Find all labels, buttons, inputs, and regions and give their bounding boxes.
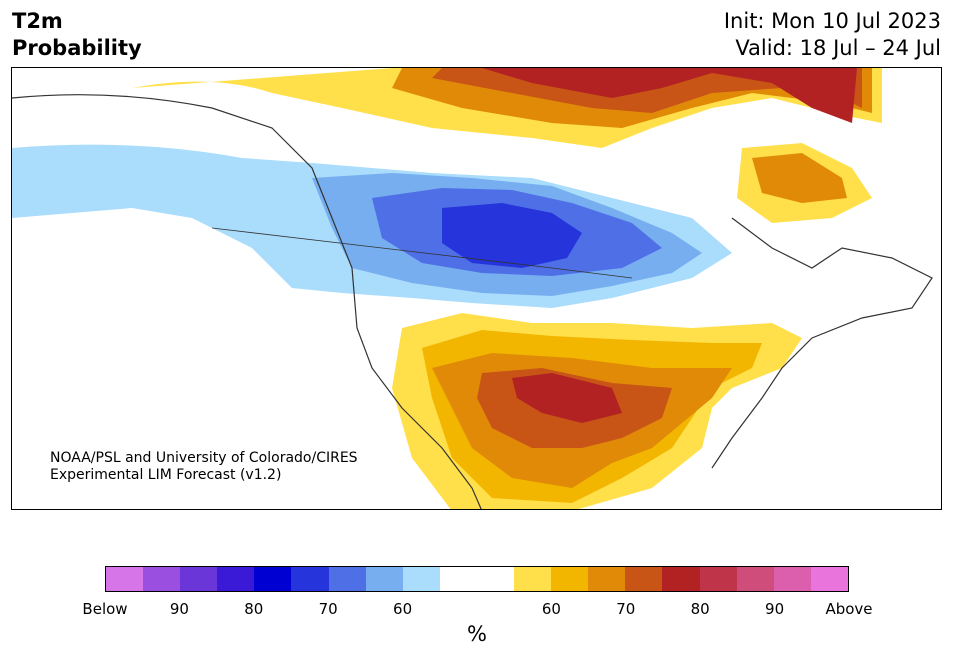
colorbar-segment (625, 567, 663, 591)
colorbar-tick-label: 90 (169, 600, 189, 618)
colorbar-segment (217, 567, 255, 591)
colorbar-segment (588, 567, 626, 591)
below-region-90 (442, 203, 582, 268)
map-credit: NOAA/PSL and University of Colorado/CIRE… (50, 450, 358, 484)
colorbar-segment (736, 567, 774, 591)
colorbar-segment (476, 567, 515, 591)
credit-line-2: Experimental LIM Forecast (v1.2) (50, 467, 282, 483)
colorbar-tick-label: 70 (616, 600, 636, 618)
colorbar-segment (551, 567, 589, 591)
colorbar-segment (514, 567, 552, 591)
above-region-canada-north-95 (482, 68, 857, 123)
forecast-dates: Init: Mon 10 Jul 2023 Valid: 18 Jul – 24… (724, 8, 941, 62)
border-canada-us (211, 227, 633, 279)
colorbar-tick-label: 80 (244, 600, 264, 618)
colorbar-segment (180, 567, 218, 591)
colorbar-segment (662, 567, 700, 591)
colorbar-tick-label: 60 (541, 600, 561, 618)
colorbar-segment (365, 567, 403, 591)
colorbar-segment (810, 567, 848, 591)
colorbar-segment (402, 567, 440, 591)
above-region-hudson-70 (752, 153, 847, 203)
credit-line-1: NOAA/PSL and University of Colorado/CIRE… (50, 450, 358, 466)
colorbar-segment (143, 567, 181, 591)
colorbar (105, 566, 849, 592)
colorbar-tick-label: Below (82, 600, 128, 618)
init-date: Init: Mon 10 Jul 2023 (723, 9, 941, 33)
colorbar-tick-label: 90 (765, 600, 785, 618)
map-title: T2m Probability (12, 9, 142, 60)
colorbar-tick-label: Above (825, 600, 873, 618)
colorbar-segment (773, 567, 811, 591)
colorbar-segment (291, 567, 329, 591)
colorbar-unit: % (467, 622, 487, 646)
valid-range: Valid: 18 Jul – 24 Jul (735, 36, 941, 60)
colorbar-tick-label: 80 (690, 600, 710, 618)
colorbar-segment (254, 567, 292, 591)
colorbar-segment (328, 567, 366, 591)
map-panel: NOAA/PSL and University of Colorado/CIRE… (11, 67, 942, 510)
colorbar-segment (439, 567, 477, 591)
colorbar-tick-label: 70 (318, 600, 338, 618)
colorbar-segment (699, 567, 737, 591)
colorbar-tick-label: 60 (393, 600, 413, 618)
coastline-east (711, 217, 933, 469)
colorbar-segment (106, 567, 144, 591)
above-region-us-95 (512, 373, 622, 423)
coastline (12, 94, 482, 509)
probability-map (12, 68, 933, 509)
